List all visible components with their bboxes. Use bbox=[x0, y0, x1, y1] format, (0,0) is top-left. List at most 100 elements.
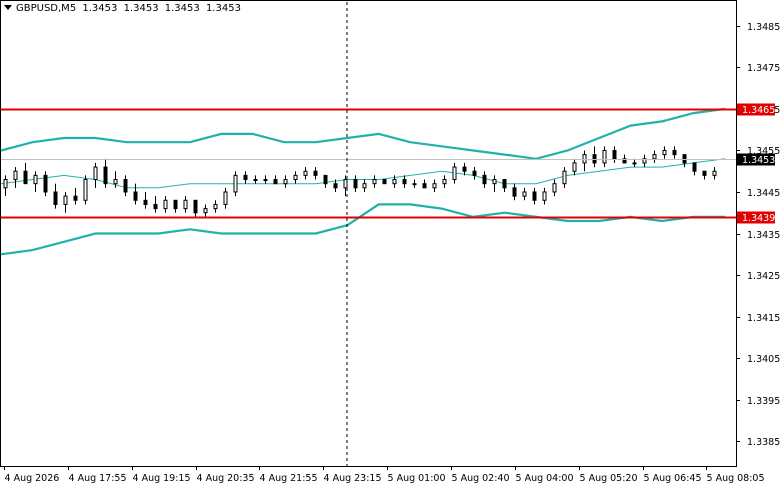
current-price-tag bbox=[737, 153, 775, 166]
time-tick-label: 5 Aug 06:45 bbox=[644, 473, 702, 484]
candle-bullish bbox=[83, 179, 88, 201]
candle-bullish bbox=[602, 149, 607, 164]
time-tick-label: 5 Aug 08:05 bbox=[707, 473, 765, 484]
candle-bullish bbox=[442, 179, 447, 185]
candle-bearish bbox=[462, 166, 467, 172]
candle-bullish bbox=[13, 170, 18, 181]
candle-bullish bbox=[632, 162, 637, 165]
candle-bullish bbox=[452, 166, 457, 181]
candle-bullish bbox=[492, 179, 497, 185]
candle-bearish bbox=[422, 183, 427, 189]
candle-bearish bbox=[103, 166, 108, 185]
candle-bullish bbox=[223, 191, 228, 205]
dropdown-triangle-icon[interactable] bbox=[4, 5, 12, 10]
price-tick-label: 1.3395 bbox=[747, 396, 780, 407]
candle-bullish bbox=[542, 191, 547, 201]
candle-bearish bbox=[273, 179, 278, 185]
candle-bullish bbox=[522, 191, 527, 197]
bollinger-middle-band bbox=[0, 158, 726, 189]
candle-bearish bbox=[153, 203, 158, 210]
candle-bullish bbox=[372, 179, 377, 185]
price-tick-label: 1.3475 bbox=[747, 63, 780, 74]
candle-bullish bbox=[203, 208, 208, 214]
candle-bullish bbox=[412, 183, 417, 186]
candle-bearish bbox=[532, 191, 537, 201]
candle-bearish bbox=[682, 154, 687, 164]
price-tick-label: 1.3415 bbox=[747, 313, 780, 324]
high-value: 1.3453 bbox=[123, 3, 159, 14]
price-tick-label: 1.3425 bbox=[747, 271, 780, 282]
time-tick-label: 5 Aug 04:00 bbox=[516, 473, 574, 484]
candle-bullish bbox=[63, 195, 68, 205]
candle-bullish bbox=[303, 170, 308, 176]
candle-bearish bbox=[143, 199, 148, 205]
level-price-tag-label: 1.3439 bbox=[742, 213, 775, 224]
time-tick-label: 5 Aug 02:40 bbox=[452, 473, 510, 484]
level-price-tag bbox=[737, 211, 775, 224]
bollinger-lower-band bbox=[0, 203, 725, 256]
candle-bullish bbox=[293, 174, 298, 181]
plot-frame bbox=[0, 0, 737, 467]
time-axis[interactable]: 4 Aug 2026 4 Aug 17:55 4 Aug 19:15 4 Aug 20… bbox=[4, 466, 765, 484]
price-tick-label: 1.3435 bbox=[747, 230, 780, 241]
price-tick-label: 1.3405 bbox=[747, 354, 780, 365]
time-tick-label: 4 Aug 2026 bbox=[5, 473, 60, 484]
candle-bearish bbox=[692, 162, 697, 172]
candle-bullish bbox=[642, 158, 647, 164]
levels-layer bbox=[1, 108, 736, 219]
candle-bearish bbox=[472, 170, 477, 176]
candle-bullish bbox=[3, 179, 8, 189]
candle-bearish bbox=[323, 174, 328, 185]
candle-bearish bbox=[73, 195, 78, 201]
time-tick-label: 4 Aug 17:55 bbox=[69, 473, 127, 484]
candle-bearish bbox=[173, 199, 178, 210]
candle-bullish bbox=[113, 179, 118, 185]
level-price-tag bbox=[737, 103, 775, 116]
candle-bullish bbox=[662, 149, 667, 156]
candle-bearish bbox=[512, 187, 517, 197]
candle-bullish bbox=[93, 166, 98, 181]
candle-bullish bbox=[582, 154, 587, 164]
candle-bearish bbox=[622, 158, 627, 164]
time-tick-label: 5 Aug 01:00 bbox=[388, 473, 446, 484]
candle-bearish bbox=[612, 149, 617, 160]
candle-bearish bbox=[592, 154, 597, 164]
price-tick-label: 1.3455 bbox=[747, 146, 780, 157]
candle-bullish bbox=[33, 174, 38, 185]
candle-bullish bbox=[432, 183, 437, 189]
candle-bullish bbox=[572, 162, 577, 172]
bollinger-bands bbox=[0, 107, 726, 256]
candle-bullish bbox=[213, 203, 218, 210]
candle-bearish bbox=[53, 191, 58, 205]
chart-header: GBPUSD,M5 1.3453 1.3453 1.3453 1.3453 bbox=[4, 3, 244, 14]
price-axis[interactable]: 1.3485 1.3475 1.3465 1.3455 1.3445 1.3435 1.34… bbox=[736, 22, 780, 448]
level-price-tag-label: 1.3465 bbox=[742, 105, 775, 116]
candles-layer bbox=[3, 146, 717, 217]
current-price-tag-label: 1.3453 bbox=[742, 155, 775, 166]
candle-bearish bbox=[502, 179, 507, 189]
time-tick-label: 4 Aug 19:15 bbox=[133, 473, 191, 484]
candle-bullish bbox=[652, 154, 657, 160]
candle-bullish bbox=[562, 170, 567, 185]
price-tick-label: 1.3485 bbox=[747, 22, 780, 33]
candle-bearish bbox=[482, 174, 487, 185]
price-tick-label: 1.3385 bbox=[747, 437, 780, 448]
candle-bearish bbox=[333, 183, 338, 189]
time-tick-label: 5 Aug 05:20 bbox=[580, 473, 638, 484]
candle-bullish bbox=[552, 183, 557, 193]
candle-bullish bbox=[712, 170, 717, 176]
candle-bearish bbox=[23, 170, 28, 185]
candle-bearish bbox=[133, 191, 138, 201]
candle-bearish bbox=[402, 179, 407, 185]
candle-bearish bbox=[123, 179, 128, 193]
candle-bearish bbox=[353, 179, 358, 189]
candle-bearish bbox=[382, 179, 387, 185]
time-tick-label: 4 Aug 20:35 bbox=[197, 473, 255, 484]
candle-bearish bbox=[313, 170, 318, 176]
open-value: 1.3453 bbox=[82, 3, 118, 14]
symbol-label: GBPUSD,M5 bbox=[16, 3, 77, 14]
candle-bearish bbox=[672, 149, 677, 156]
time-tick-label: 4 Aug 23:15 bbox=[324, 473, 382, 484]
